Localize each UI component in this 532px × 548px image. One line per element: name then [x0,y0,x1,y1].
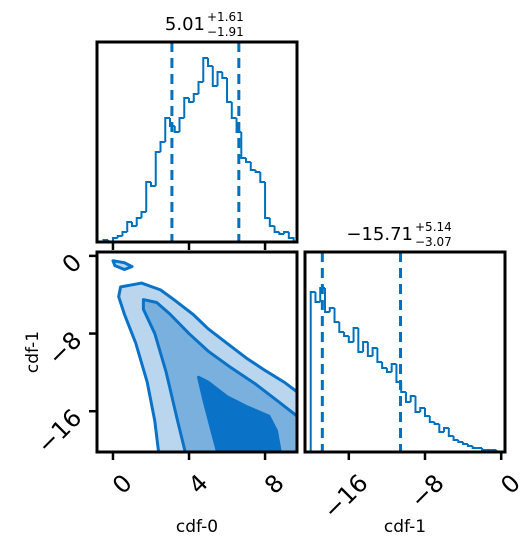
hist-step [328,307,335,312]
hist-step [338,322,345,333]
hist-step [366,342,373,357]
panel-title: 5.01 [165,14,205,35]
hist-step [371,347,378,356]
hist-step [164,117,171,142]
hist-step [126,221,132,232]
hist-step [343,332,349,337]
hist-step [362,341,368,352]
hist-step [259,172,266,183]
x-tick-label: −8 [405,469,450,514]
panel-frame [303,250,507,454]
hist-step [197,81,204,94]
hist-step [273,226,280,233]
hist-step [226,78,232,103]
hist-step [314,292,321,303]
hist-step [254,170,261,173]
hist-step [207,58,213,67]
hist-step [240,132,247,159]
hist-step [216,71,223,86]
hist-step [390,363,397,372]
hist-step [178,117,185,132]
plot-area [111,259,297,452]
x-tick-label: 4 [183,469,214,500]
panel-title: −15.71 [346,224,413,245]
hist-step [145,181,151,212]
x-tick-label: −16 [318,469,374,525]
hist-step [278,232,285,235]
hist-step [376,348,383,363]
y-tick-label: −8 [42,326,87,371]
hist-step [462,442,468,445]
hist-step [130,222,137,227]
hist-step [116,235,123,238]
hist-step [471,446,478,449]
hist-step [140,211,147,218]
x-axis-label: cdf-0 [176,517,218,537]
hist-step [245,158,251,163]
hist-step [202,57,209,82]
hist-step [481,448,487,451]
hist-step [268,218,275,227]
hist-step [443,427,449,432]
y-tick-label: 0 [57,248,88,279]
title-minus: −3.07 [415,235,452,249]
hist-step [404,392,411,403]
x-tick-label: 0 [495,469,526,500]
hist-step [230,102,237,119]
hist-step [433,422,440,425]
y-axis-label: cdf-1 [23,331,43,373]
hist-step [211,66,218,87]
panel-frame [95,40,299,244]
hist-step [424,408,430,417]
panel-frame [95,250,299,454]
hist-step [188,98,194,103]
hist-step [333,308,340,323]
plot-area [102,42,295,242]
hist-step [457,440,464,443]
x-axis-label: cdf-1 [384,517,426,537]
hist-step [309,291,316,452]
hist-step [149,182,156,187]
hist-step [283,231,289,234]
contour [111,259,134,271]
x-tick-label: 0 [107,469,138,500]
hist-step [287,232,295,242]
y-tick-label: −16 [32,404,88,460]
hist-step [381,362,387,369]
hist-step [183,97,190,118]
hist-step [347,336,354,343]
hist-step [221,72,228,79]
contour [197,375,282,452]
plot-area [309,252,502,452]
title-minus: −1.91 [207,25,244,39]
hist-step [414,396,421,413]
hist-step [352,327,359,342]
title-plus: +1.61 [207,10,244,24]
hist-step [419,407,425,412]
hist-step [409,395,416,402]
x-tick-label: 8 [259,469,290,500]
hist-step [192,93,199,102]
hist-step [173,126,180,133]
hist-step [452,436,459,441]
hist-step [154,151,161,186]
hist-step [428,416,435,423]
hist-step [135,217,142,226]
hist-step [159,141,166,152]
title-plus: +5.14 [415,220,452,234]
hist-step [121,231,128,236]
hist-step [447,428,454,437]
hist-step [324,288,330,313]
hist-step [357,328,364,353]
hist-step [466,444,473,447]
hist-step [249,162,256,171]
hist-step [264,182,270,219]
hist-step [438,424,445,433]
hist-step [385,368,392,373]
